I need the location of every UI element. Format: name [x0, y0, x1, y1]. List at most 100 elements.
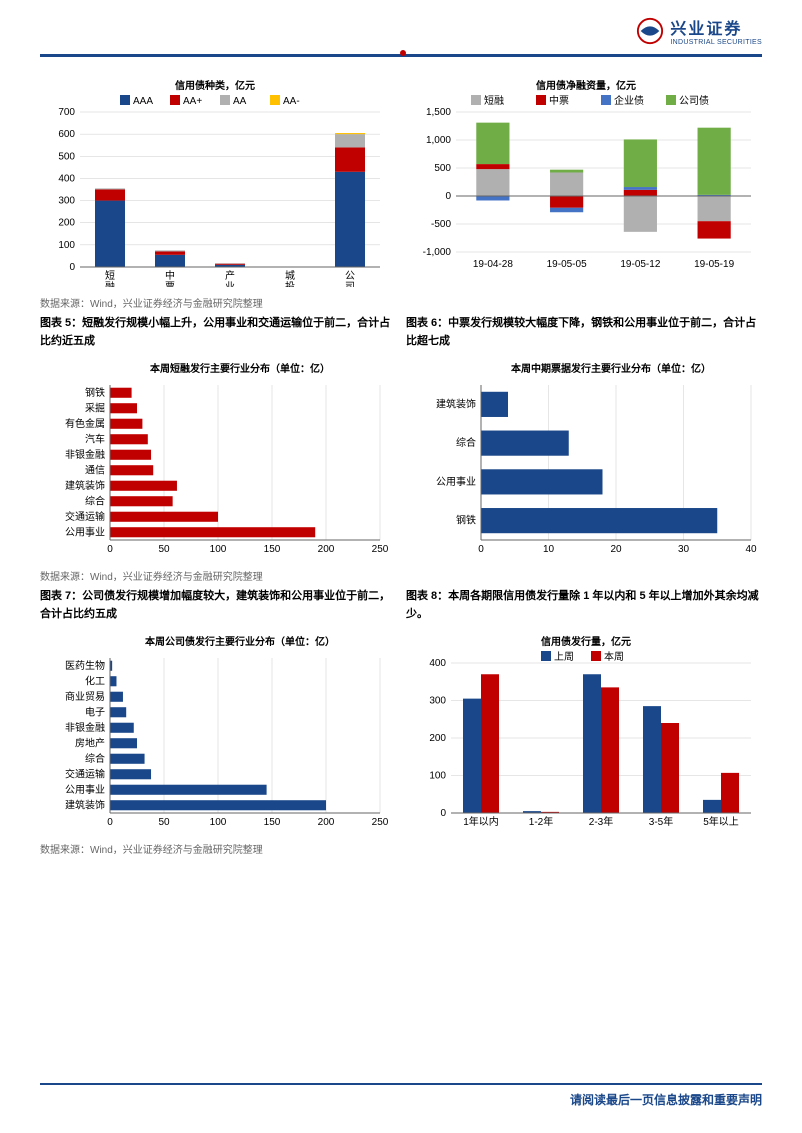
- svg-text:0: 0: [69, 262, 75, 273]
- svg-text:融: 融: [105, 281, 115, 287]
- svg-text:0: 0: [440, 808, 446, 819]
- svg-text:公: 公: [345, 271, 355, 282]
- svg-text:交通运输: 交通运输: [65, 768, 105, 781]
- svg-text:采掘: 采掘: [85, 401, 105, 414]
- svg-text:300: 300: [58, 196, 75, 207]
- svg-text:100: 100: [210, 817, 227, 828]
- svg-text:50: 50: [158, 544, 170, 555]
- caption-5: 图表 5：短融发行规模小幅上升，公用事业和交通运输位于前二，合计占比约近五成: [40, 315, 396, 350]
- chart-1: 信用债种类，亿元AAAAA+AAAA-010020030040050060070…: [40, 77, 391, 290]
- svg-text:100: 100: [429, 771, 446, 782]
- svg-text:建筑装饰: 建筑装饰: [436, 398, 476, 411]
- svg-text:0: 0: [107, 817, 113, 828]
- svg-text:短: 短: [105, 269, 115, 282]
- svg-text:公用事业: 公用事业: [436, 475, 476, 488]
- svg-text:19-05-19: 19-05-19: [694, 259, 734, 270]
- svg-text:建筑装饰: 建筑装饰: [65, 479, 105, 492]
- svg-text:公用事业: 公用事业: [65, 525, 105, 538]
- svg-text:城: 城: [285, 270, 295, 282]
- svg-text:医药生物: 医药生物: [65, 659, 105, 672]
- svg-text:化工: 化工: [85, 675, 105, 688]
- svg-text:汽车: 汽车: [85, 432, 105, 445]
- caption-6: 图表 6：中票发行规模较大幅度下降，钢铁和公用事业位于前二，合计占比超七成: [406, 315, 762, 350]
- svg-text:企业债: 企业债: [614, 94, 644, 107]
- svg-text:10: 10: [543, 544, 555, 555]
- svg-text:2-3年: 2-3年: [589, 815, 613, 828]
- svg-text:50: 50: [158, 817, 170, 828]
- svg-text:200: 200: [318, 817, 335, 828]
- svg-text:信用债种类，亿元: 信用债种类，亿元: [175, 79, 255, 92]
- svg-text:非银金融: 非银金融: [65, 448, 105, 461]
- svg-text:400: 400: [429, 658, 446, 669]
- svg-text:3-5年: 3-5年: [649, 815, 673, 828]
- chart4-svg: 本周中期票据发行主要行业分布（单位：亿） 0 10 20 30 40 建筑装饰综合公用事业钢…: [411, 360, 761, 560]
- source-2: 数据来源：Wind，兴业证券经济与金融研究院整理: [40, 568, 762, 583]
- svg-text:300: 300: [429, 696, 446, 707]
- svg-text:中: 中: [165, 269, 175, 282]
- svg-text:40: 40: [745, 544, 757, 555]
- svg-text:电子: 电子: [85, 706, 105, 719]
- svg-text:200: 200: [318, 544, 335, 555]
- svg-text:本周中期票据发行主要行业分布（单位：亿）: 本周中期票据发行主要行业分布（单位：亿）: [511, 362, 711, 375]
- svg-text:1,000: 1,000: [426, 135, 451, 146]
- chart3-svg: 本周短融发行主要行业分布（单位：亿）050100150200250钢铁采掘有色金…: [40, 360, 390, 560]
- svg-text:综合: 综合: [85, 752, 105, 765]
- logo: 兴业证券 INDUSTRIAL SECURITIES: [636, 15, 762, 46]
- chart6-svg: 信用债发行量，亿元上周本周01002003004001年以内1-2年2-3年3-…: [411, 633, 761, 833]
- svg-text:700: 700: [58, 107, 75, 118]
- svg-text:综合: 综合: [456, 436, 476, 449]
- svg-text:非银金融: 非银金融: [65, 721, 105, 734]
- svg-text:100: 100: [210, 544, 227, 555]
- logo-cn: 兴业证券: [670, 15, 762, 39]
- svg-text:200: 200: [429, 733, 446, 744]
- source-1: 数据来源：Wind，兴业证券经济与金融研究院整理: [40, 295, 762, 310]
- svg-text:100: 100: [58, 240, 75, 251]
- svg-text:5年以上: 5年以上: [703, 815, 739, 828]
- svg-text:400: 400: [58, 173, 75, 184]
- svg-text:20: 20: [610, 544, 622, 555]
- svg-text:建筑装饰: 建筑装饰: [65, 799, 105, 812]
- svg-text:上周: 上周: [554, 651, 574, 663]
- svg-text:AAA: AAA: [133, 96, 153, 107]
- svg-text:1,500: 1,500: [426, 107, 451, 118]
- svg-text:250: 250: [372, 817, 389, 828]
- svg-text:19-04-28: 19-04-28: [473, 259, 513, 270]
- svg-text:150: 150: [264, 544, 281, 555]
- chart-4: 本周中期票据发行主要行业分布（单位：亿） 0 10 20 30 40 建筑装饰综合公用事业钢…: [411, 360, 762, 563]
- svg-text:房地产: 房地产: [75, 737, 105, 750]
- svg-text:0: 0: [478, 544, 484, 555]
- svg-text:1年以内: 1年以内: [463, 815, 499, 828]
- svg-text:中票: 中票: [549, 94, 569, 107]
- svg-text:商业贸易: 商业贸易: [65, 690, 105, 703]
- svg-text:短融: 短融: [484, 94, 504, 107]
- chart5-svg: 本周公司债发行主要行业分布（单位：亿） 0 50 100 150 200 250 医药生物化工…: [40, 633, 390, 833]
- svg-text:AA-: AA-: [283, 96, 300, 107]
- svg-text:本周: 本周: [604, 650, 624, 663]
- caption-7: 图表 7：公司债发行规模增加幅度较大，建筑装饰和公用事业位于前二，合计占比约五成: [40, 588, 396, 623]
- svg-text:钢铁: 钢铁: [85, 386, 105, 399]
- svg-text:500: 500: [434, 163, 451, 174]
- caption-row-56: 图表 5：短融发行规模小幅上升，公用事业和交通运输位于前二，合计占比约近五成 图…: [40, 315, 762, 350]
- svg-text:本周公司债发行主要行业分布（单位：亿）: 本周公司债发行主要行业分布（单位：亿）: [145, 635, 335, 648]
- svg-text:30: 30: [678, 544, 690, 555]
- svg-text:500: 500: [58, 151, 75, 162]
- svg-text:公司债: 公司债: [679, 94, 709, 107]
- svg-text:投: 投: [285, 280, 295, 287]
- svg-text:票: 票: [165, 281, 175, 287]
- svg-text:150: 150: [264, 817, 281, 828]
- svg-text:交通运输: 交通运输: [65, 510, 105, 523]
- chart-2: 信用债净融资量，亿元短融中票企业债公司债-1,000-50005001,0001…: [411, 77, 762, 290]
- svg-text:1-2年: 1-2年: [529, 815, 553, 828]
- chart-6: 信用债发行量，亿元上周本周01002003004001年以内1-2年2-3年3-…: [411, 633, 762, 836]
- red-dot: [400, 50, 406, 56]
- svg-text:AA+: AA+: [183, 96, 202, 107]
- svg-text:600: 600: [58, 129, 75, 140]
- footer-line: [40, 1083, 762, 1085]
- svg-text:19-05-12: 19-05-12: [620, 259, 660, 270]
- svg-text:AA: AA: [233, 96, 247, 107]
- footer-text: 请阅读最后一页信息披露和重要声明: [570, 1091, 762, 1108]
- svg-text:本周短融发行主要行业分布（单位：亿）: 本周短融发行主要行业分布（单位：亿）: [150, 362, 330, 375]
- svg-text:钢铁: 钢铁: [456, 514, 476, 527]
- chart-3: 本周短融发行主要行业分布（单位：亿）050100150200250钢铁采掘有色金…: [40, 360, 391, 563]
- svg-text:0: 0: [107, 544, 113, 555]
